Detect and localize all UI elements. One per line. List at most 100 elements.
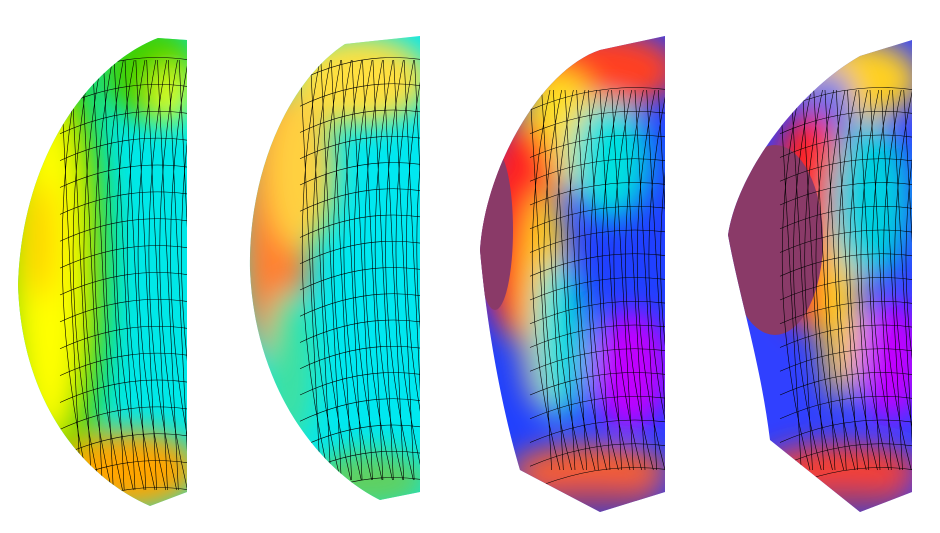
mesh-line	[903, 89, 912, 471]
mesh-line	[658, 89, 665, 471]
bulge	[728, 145, 823, 335]
surface-4	[728, 40, 936, 512]
mesh-line	[59, 191, 187, 215]
mesh-line	[299, 240, 420, 265]
mesh-line	[623, 89, 646, 471]
mesh-line	[779, 372, 912, 396]
mesh-line	[81, 59, 103, 491]
mesh-line	[362, 59, 384, 481]
mesh-line	[611, 89, 634, 471]
mesh-line	[135, 59, 157, 491]
mesh-line	[190, 60, 211, 490]
mesh-line	[299, 188, 420, 212]
mesh-line	[779, 182, 912, 206]
mesh-line	[541, 89, 564, 471]
mesh-line	[648, 89, 665, 471]
mesh-line	[59, 406, 187, 430]
mesh-line	[813, 89, 836, 471]
mesh-line	[601, 89, 631, 471]
mesh-line	[70, 59, 92, 491]
mesh-line	[543, 89, 572, 471]
mesh-line	[178, 59, 187, 491]
mesh-line	[915, 90, 936, 470]
mesh-line	[660, 89, 665, 471]
mesh-line	[590, 89, 619, 471]
mesh-line	[192, 60, 220, 490]
mesh-line	[566, 89, 596, 471]
surface-2	[249, 36, 455, 500]
mesh-line	[646, 89, 665, 471]
mesh-line	[299, 135, 420, 160]
mesh-line	[790, 89, 813, 471]
mesh-line	[146, 59, 168, 491]
mesh-line	[393, 59, 415, 481]
mesh-line	[529, 229, 665, 253]
mesh-line	[892, 89, 912, 471]
mesh-2	[299, 57, 455, 500]
mesh-line	[779, 158, 912, 182]
mesh-line	[529, 205, 665, 230]
mesh-line	[670, 90, 692, 470]
mesh-line	[59, 325, 187, 350]
mesh-line	[403, 59, 420, 481]
mesh-line	[299, 319, 420, 343]
mesh-line	[529, 467, 665, 491]
surface-3	[480, 36, 692, 512]
mesh-line	[824, 89, 847, 471]
mesh-line	[113, 59, 136, 491]
mesh-line	[59, 299, 187, 323]
mesh-line	[555, 89, 584, 471]
mesh-line	[299, 59, 321, 481]
mesh-line	[59, 137, 187, 161]
mesh-line	[354, 59, 383, 481]
bulge	[480, 150, 513, 310]
mesh-line	[905, 89, 912, 471]
mesh-line	[531, 89, 561, 471]
mesh-line	[416, 59, 420, 481]
mesh-line	[333, 59, 362, 481]
mesh-4	[779, 87, 936, 491]
mesh-line	[599, 89, 622, 471]
mesh-line	[529, 324, 665, 348]
mesh-line	[299, 424, 420, 448]
mesh-line	[613, 89, 642, 471]
mesh-line	[385, 59, 414, 481]
mesh-line	[312, 59, 341, 481]
mesh-line	[406, 59, 420, 481]
mesh-line	[427, 60, 455, 480]
mesh-line	[529, 372, 665, 396]
mesh-line	[299, 83, 420, 107]
mesh-line	[636, 89, 665, 471]
mesh-line	[341, 59, 363, 481]
mesh-1	[59, 57, 220, 506]
mesh-line	[779, 205, 912, 230]
mesh-line	[301, 59, 331, 481]
mesh-line	[299, 398, 420, 422]
mesh-line	[168, 59, 187, 491]
mesh-line	[625, 89, 654, 471]
mesh-line	[588, 89, 611, 471]
mesh-line	[564, 89, 587, 471]
mesh-line	[59, 59, 82, 491]
mesh-line	[330, 59, 352, 481]
mesh-line	[343, 59, 372, 481]
mesh-line	[374, 59, 404, 481]
mesh-line	[103, 59, 125, 491]
mesh-line	[529, 158, 665, 182]
mesh-line	[779, 253, 912, 277]
mesh-line	[779, 277, 912, 301]
mesh-line	[847, 89, 870, 471]
mesh-line	[835, 89, 858, 471]
mesh-line	[880, 89, 903, 471]
surface-1	[18, 38, 220, 506]
mesh-line	[383, 59, 405, 481]
mesh-line	[59, 110, 187, 135]
mesh-line	[395, 59, 420, 481]
mesh-line	[299, 345, 420, 370]
mesh-line	[310, 59, 332, 481]
mesh-line	[299, 162, 420, 186]
mesh-line	[157, 59, 179, 491]
mesh-line	[124, 59, 147, 491]
mesh-line	[779, 324, 912, 348]
